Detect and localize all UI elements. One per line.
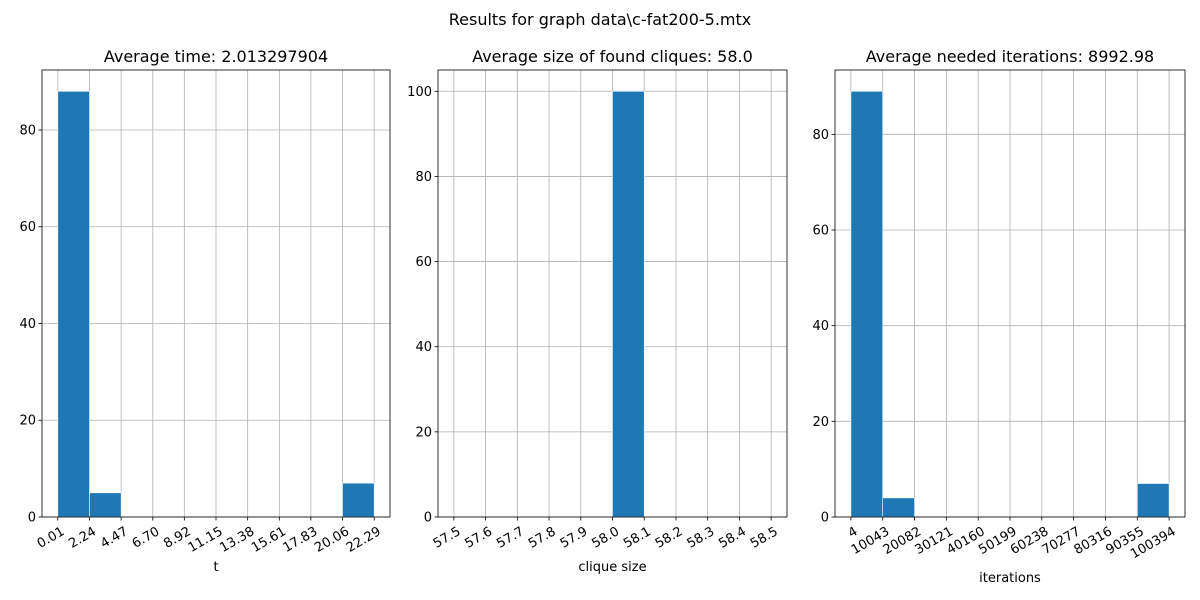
y-tick-label: 40 (415, 340, 432, 355)
x-tick-label: 6.70 (130, 524, 163, 551)
x-tick-label: 17.83 (281, 524, 321, 556)
y-tick-label: 20 (19, 414, 36, 429)
x-tick-label: 58.3 (685, 524, 718, 551)
x-tick-label: 57.9 (558, 524, 591, 551)
subplot-title: Average size of found cliques: 58.0 (472, 47, 753, 66)
histogram-bar (57, 90, 90, 518)
x-tick-label: 15.61 (249, 524, 289, 556)
x-tick-label: 57.7 (494, 524, 527, 551)
y-tick-label: 60 (415, 255, 432, 270)
x-tick-label: 0.01 (35, 524, 68, 551)
subplot-title: Average time: 2.013297904 (104, 47, 328, 66)
y-tick-label: 40 (812, 319, 829, 334)
x-tick-label: 57.6 (463, 524, 496, 551)
y-tick-label: 100 (407, 85, 432, 100)
x-tick-label: 4.47 (98, 524, 131, 551)
histogram-bar (89, 492, 122, 518)
x-axis-label: clique size (578, 560, 646, 575)
histogram-bar (1136, 483, 1170, 518)
x-tick-label: 57.5 (431, 524, 464, 551)
x-axis-label: t (213, 560, 218, 575)
y-tick-label: 20 (415, 425, 432, 440)
y-tick-label: 80 (19, 123, 36, 138)
x-axis-label: iterations (979, 571, 1041, 586)
x-tick-label: 58.1 (621, 524, 654, 551)
x-tick-label: 58.2 (653, 524, 686, 551)
y-tick-label: 60 (19, 220, 36, 235)
histogram-bar (850, 90, 884, 518)
histogram-bar (612, 90, 645, 518)
x-tick-label: 58.0 (589, 524, 622, 551)
subplot-title: Average needed iterations: 8992.98 (866, 47, 1154, 66)
y-tick-label: 80 (415, 170, 432, 185)
histogram-bar (882, 497, 915, 518)
histogram-bar (342, 482, 375, 518)
x-tick-label: 57.8 (526, 524, 559, 551)
y-tick-label: 80 (812, 128, 829, 143)
y-tick-label: 20 (812, 415, 829, 430)
x-tick-label: 58.4 (716, 524, 749, 551)
x-tick-label: 20.06 (312, 524, 352, 556)
y-tick-label: 0 (424, 511, 432, 526)
figure-title: Results for graph data\c-fat200-5.mtx (448, 10, 752, 29)
x-tick-label: 22.29 (344, 524, 384, 556)
y-tick-label: 0 (821, 511, 829, 526)
y-tick-label: 0 (28, 511, 36, 526)
x-tick-label: 2.24 (66, 524, 99, 551)
y-tick-label: 40 (19, 317, 36, 332)
x-tick-label: 11.15 (186, 524, 226, 556)
x-tick-label: 58.5 (748, 524, 781, 551)
y-tick-label: 60 (812, 224, 829, 239)
x-tick-label: 13.38 (217, 524, 257, 556)
